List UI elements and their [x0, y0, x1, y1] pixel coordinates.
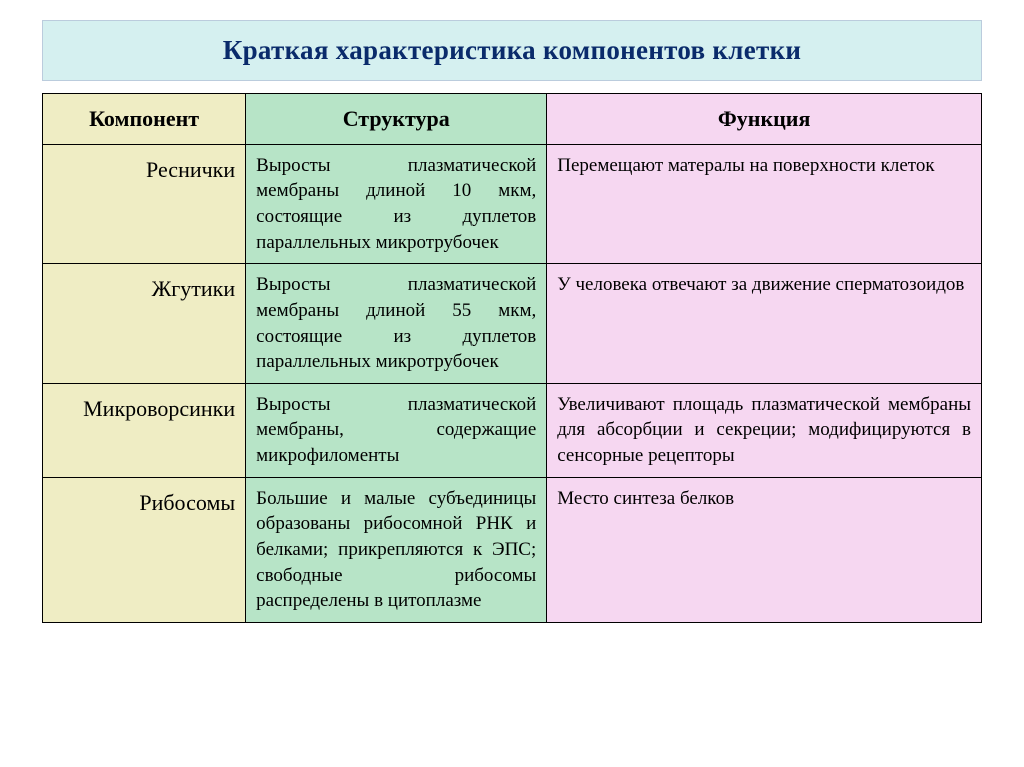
cell-structure: Выросты плазматической мембраны длиной 1… — [246, 144, 547, 264]
table-row: Жгутики Выросты плазматической мембраны … — [43, 264, 982, 384]
col-header-function: Функция — [547, 94, 982, 145]
col-header-structure: Структура — [246, 94, 547, 145]
table-row: Микроворсинки Выросты плазматической мем… — [43, 383, 982, 477]
cell-component: Микроворсинки — [43, 383, 246, 477]
cell-function: У человека отвечают за движение спермато… — [547, 264, 982, 384]
table-row: Реснички Выросты плазматической мембраны… — [43, 144, 982, 264]
cell-component: Жгутики — [43, 264, 246, 384]
table-row: Рибосомы Большие и малые субъединицы обр… — [43, 477, 982, 622]
col-header-component: Компонент — [43, 94, 246, 145]
page-title: Краткая характеристика компонентов клетк… — [42, 20, 982, 81]
cell-function: Место синтеза белков — [547, 477, 982, 622]
cell-structure: Выросты плазматической мембраны, содержа… — [246, 383, 547, 477]
components-table: Компонент Структура Функция Реснички Выр… — [42, 93, 982, 623]
cell-structure: Большие и малые субъединицы образованы р… — [246, 477, 547, 622]
cell-component: Реснички — [43, 144, 246, 264]
cell-function: Увеличивают площадь плазматической мембр… — [547, 383, 982, 477]
table-header-row: Компонент Структура Функция — [43, 94, 982, 145]
cell-component: Рибосомы — [43, 477, 246, 622]
cell-function: Перемещают матералы на поверхности клето… — [547, 144, 982, 264]
title-text: Краткая характеристика компонентов клетк… — [223, 35, 802, 65]
cell-structure: Выросты плазматической мембраны длиной 5… — [246, 264, 547, 384]
